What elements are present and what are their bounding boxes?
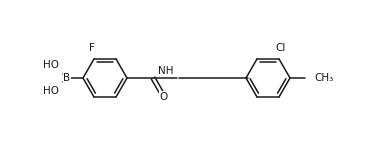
Text: HO: HO (43, 86, 59, 96)
Text: Cl: Cl (276, 43, 286, 53)
Text: B: B (63, 73, 71, 83)
Text: HO: HO (43, 60, 59, 70)
Text: CH₃: CH₃ (314, 73, 333, 83)
Text: F: F (89, 43, 95, 53)
Text: NH: NH (158, 66, 174, 76)
Text: O: O (160, 92, 168, 102)
